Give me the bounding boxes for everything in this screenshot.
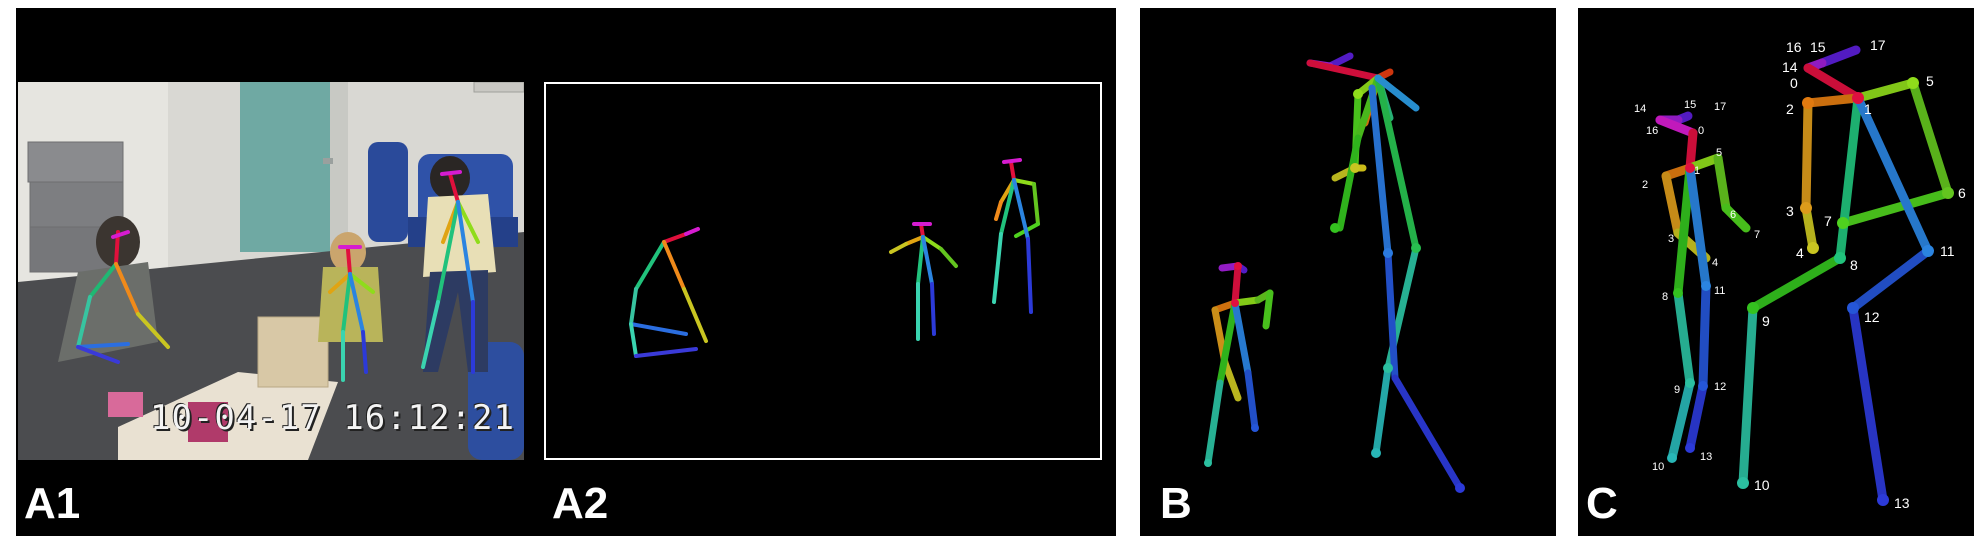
svg-text:3: 3 <box>1786 203 1794 219</box>
svg-text:15: 15 <box>1684 99 1696 111</box>
a1-video-frame: 10-04-17 16:12:21 <box>18 82 524 460</box>
a1-scene <box>18 82 524 460</box>
svg-text:1: 1 <box>1694 165 1700 177</box>
svg-text:16: 16 <box>1786 39 1802 55</box>
svg-text:17: 17 <box>1870 37 1886 53</box>
a2-skeleton-frame <box>544 82 1102 460</box>
svg-text:5: 5 <box>1716 147 1722 159</box>
svg-text:14: 14 <box>1782 59 1798 75</box>
svg-text:9: 9 <box>1762 313 1770 329</box>
svg-text:10: 10 <box>1754 477 1770 493</box>
svg-text:10: 10 <box>1652 461 1664 473</box>
svg-text:8: 8 <box>1850 257 1858 273</box>
panel-label-c: C <box>1586 479 1618 528</box>
svg-text:4: 4 <box>1796 245 1804 261</box>
c-keypoint-labels: 16 15 17 14 0 2 1 5 3 4 7 8 6 11 9 12 10… <box>1634 37 1966 511</box>
panel-label-a1: A1 <box>24 479 81 528</box>
panel-b: B <box>1140 8 1556 536</box>
svg-text:15: 15 <box>1810 39 1826 55</box>
a2-skeletons <box>629 158 1040 358</box>
svg-text:0: 0 <box>1790 75 1798 91</box>
svg-text:4: 4 <box>1712 257 1718 269</box>
svg-text:8: 8 <box>1662 291 1668 303</box>
svg-text:11: 11 <box>1714 285 1725 297</box>
panel-a: 10-04-17 16:12:21 <box>16 8 1116 536</box>
svg-text:2: 2 <box>1786 101 1794 117</box>
svg-text:13: 13 <box>1700 451 1712 463</box>
b-skeletons <box>1204 52 1465 493</box>
svg-text:6: 6 <box>1958 185 1966 201</box>
panel-label-b: B <box>1160 479 1192 528</box>
c-joint-markers <box>1667 77 1954 506</box>
svg-text:2: 2 <box>1642 179 1648 191</box>
svg-text:9: 9 <box>1674 384 1680 396</box>
svg-text:1: 1 <box>1864 101 1872 117</box>
svg-text:14: 14 <box>1634 103 1646 115</box>
svg-text:16: 16 <box>1646 125 1658 137</box>
svg-text:12: 12 <box>1714 381 1726 393</box>
svg-text:12: 12 <box>1864 309 1880 325</box>
panel-c: 16 15 17 14 0 2 1 5 3 4 7 8 6 11 9 12 10… <box>1578 8 1974 536</box>
svg-text:7: 7 <box>1754 229 1760 241</box>
b-joint-markers <box>1204 89 1465 493</box>
svg-text:11: 11 <box>1940 243 1955 259</box>
a2-adult-neck <box>662 232 688 244</box>
panel-label-a2: A2 <box>552 479 609 528</box>
svg-text:3: 3 <box>1668 233 1674 245</box>
svg-text:13: 13 <box>1894 495 1910 511</box>
svg-text:17: 17 <box>1714 101 1726 113</box>
c-skeletons: 16 15 17 14 0 2 1 5 3 4 7 8 6 11 9 12 10… <box>1634 37 1966 511</box>
svg-text:7: 7 <box>1824 213 1832 229</box>
svg-text:6: 6 <box>1730 209 1736 221</box>
video-timestamp: 10-04-17 16:12:21 <box>150 398 515 438</box>
svg-text:5: 5 <box>1926 73 1934 89</box>
svg-text:0: 0 <box>1698 125 1704 137</box>
